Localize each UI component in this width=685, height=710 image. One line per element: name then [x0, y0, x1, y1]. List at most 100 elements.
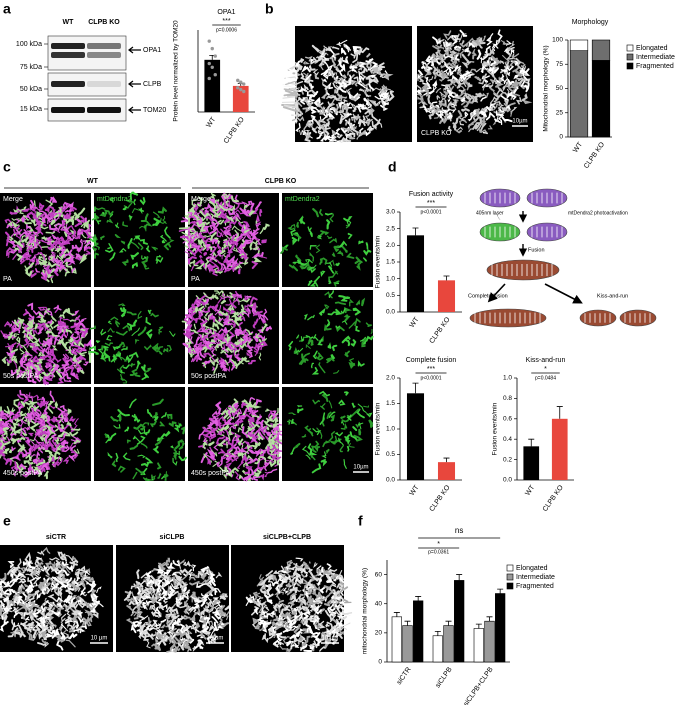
mitochondria-texture	[19, 588, 20, 591]
timepoint-label: 450s postPA	[3, 470, 43, 477]
condition-title: siCTR	[46, 534, 66, 541]
legend-swatch	[507, 583, 513, 589]
mitochondria-texture	[31, 344, 33, 345]
x-tick-label: WT	[572, 141, 584, 155]
y-tick-label: 0	[378, 659, 382, 666]
y-tick-label: 50	[556, 85, 564, 92]
mitochondria-texture	[206, 245, 211, 247]
mitochondria-texture	[34, 459, 37, 463]
error-bar	[487, 617, 493, 621]
p-value: p<0.0001	[421, 209, 442, 215]
mitochondria-texture	[432, 61, 433, 65]
error-bar	[456, 575, 462, 581]
error-bar	[497, 589, 503, 593]
y-tick-label: 1.5	[386, 400, 395, 407]
error-bar	[528, 439, 534, 446]
mitochondria-texture	[206, 343, 216, 344]
mitochondria-texture	[360, 63, 364, 67]
mitochondria-texture	[62, 323, 65, 325]
mitochondria-texture	[163, 241, 164, 242]
blot-band	[51, 107, 85, 113]
y-axis-label: Fusion events/min	[492, 402, 499, 455]
mitochondria-texture	[28, 421, 29, 425]
legend-swatch	[507, 574, 513, 580]
error-bar	[557, 407, 563, 419]
x-tick-label: WT	[409, 484, 421, 498]
mitochondria-texture	[308, 341, 309, 344]
y-tick-label: 1.0	[503, 375, 512, 382]
x-tick-label: WT	[524, 484, 536, 498]
y-tick-label: 0.0	[386, 309, 395, 316]
timepoint-label: 50s postPA	[191, 373, 227, 380]
mitochondria-texture	[42, 237, 46, 239]
data-point	[214, 54, 217, 57]
bar	[523, 446, 539, 480]
y-axis-label: mitochondrial morphology (%)	[362, 568, 369, 654]
band-arrow	[129, 107, 141, 113]
mitochondria-texture	[20, 361, 23, 365]
mitochondria-texture	[10, 450, 12, 453]
mitochondria-texture	[255, 338, 257, 341]
bar	[407, 393, 424, 480]
mitochondria-texture	[224, 201, 225, 206]
data-point	[242, 82, 245, 85]
bar	[485, 621, 495, 662]
y-axis-label: Fusion events/min	[375, 235, 382, 288]
mitochondria-texture	[483, 66, 484, 72]
mitochondria-texture	[301, 265, 305, 268]
y-tick-label: 40	[375, 600, 383, 607]
y-axis-label: Fusion events/min	[375, 402, 382, 455]
timepoint-label: 450s postPA	[191, 470, 231, 477]
chart-title: Kiss-and-run	[526, 357, 566, 364]
legend-swatch	[627, 63, 633, 69]
mitochondria-texture	[359, 430, 360, 435]
mitochondria-texture	[136, 585, 138, 587]
x-tick-label: siCTR	[396, 666, 413, 686]
blot-band	[51, 52, 85, 58]
mitochondria-texture	[229, 253, 230, 257]
mitochondria-texture	[166, 561, 168, 565]
mitochondria-texture	[346, 107, 348, 114]
panel-label: c	[3, 159, 11, 175]
bar	[438, 280, 455, 312]
bar	[454, 580, 464, 662]
bar	[392, 617, 402, 662]
band-label: TOM20	[143, 107, 166, 114]
marker-label: 75 kDa	[20, 64, 42, 71]
mitochondria-texture	[348, 446, 349, 451]
mitochondria-texture	[42, 458, 44, 460]
y-tick-label: 1.0	[386, 275, 395, 282]
mitochondrion	[620, 310, 656, 326]
mitochondria-texture	[304, 612, 308, 618]
mitochondria-texture	[200, 600, 204, 602]
mitochondria-texture	[257, 452, 260, 455]
mitochondria-texture	[77, 375, 78, 378]
mitochondria-texture	[237, 354, 239, 355]
image-label: WT	[299, 130, 311, 137]
mitochondria-texture	[67, 600, 70, 602]
bar-segment	[570, 40, 588, 51]
diagram-label: 405nm laser	[476, 210, 504, 216]
mitochondria-texture	[96, 208, 105, 209]
blot-band	[87, 81, 121, 87]
mitochondria-texture	[336, 264, 339, 265]
x-tick-label: CLPB KO	[429, 484, 452, 513]
mitochondria-texture	[3, 448, 4, 449]
y-tick-label: 1.0	[386, 426, 395, 433]
mitochondria-texture	[383, 94, 388, 95]
data-point	[214, 73, 217, 76]
panel-label: a	[3, 1, 11, 17]
mitochondria-texture	[58, 424, 60, 427]
x-tick-label: WT	[409, 316, 421, 330]
legend-swatch	[627, 45, 633, 51]
y-tick-label: 3.0	[386, 209, 395, 216]
y-axis-label: Mitochondrial morphology (%)	[543, 45, 550, 131]
error-bar	[435, 631, 441, 635]
mitochondria-texture	[199, 311, 200, 315]
channel-label: Merge	[191, 196, 211, 203]
mitochondria-texture	[66, 263, 69, 267]
mitochondria-texture	[387, 74, 391, 76]
data-point	[236, 86, 239, 89]
mitochondria-texture	[22, 217, 24, 222]
mitochondria-texture	[296, 103, 298, 108]
